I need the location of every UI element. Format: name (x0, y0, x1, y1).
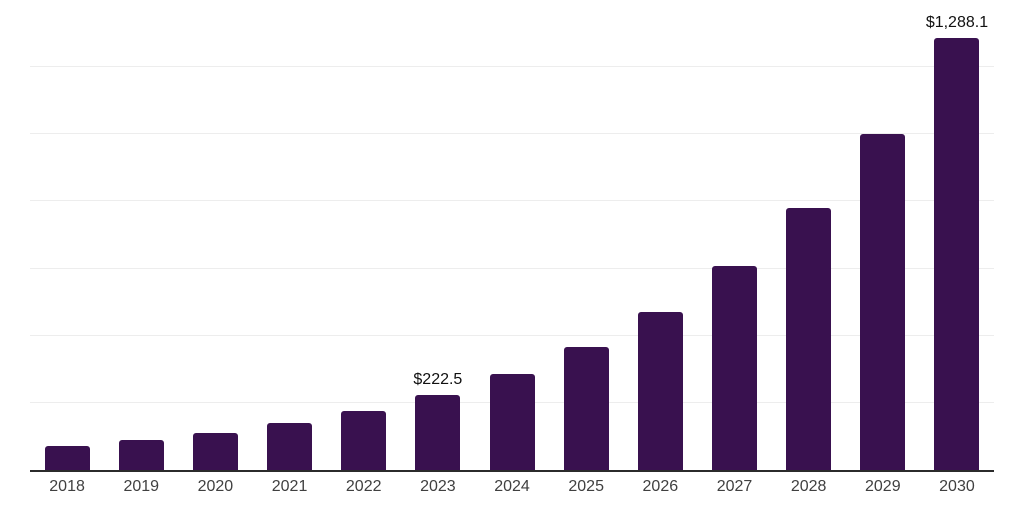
bar-slot (697, 0, 771, 470)
bar-2024 (489, 374, 535, 470)
bar-2029 (860, 133, 906, 470)
x-axis: 2018 2019 2020 2021 2022 2023 2024 2025 2026 2027… (30, 478, 994, 496)
bar-2020 (192, 432, 238, 470)
bar-2023 (415, 395, 461, 470)
bar-slot (327, 0, 401, 470)
bar-slot (623, 0, 697, 470)
gridline (30, 267, 994, 269)
gridline (30, 200, 994, 202)
bar-value-label-2023: $222.5 (413, 371, 463, 389)
bar-slot (178, 0, 252, 470)
x-axis-label-2022: 2022 (345, 478, 382, 495)
bar-value-label-2030: $1,288.1 (925, 13, 989, 31)
bar-slot (104, 0, 178, 470)
bar-2018 (44, 446, 90, 470)
bar-slot (252, 0, 326, 470)
bar-2026 (637, 311, 683, 470)
bar-2025 (563, 346, 609, 470)
bar-slot (30, 0, 104, 470)
bar-2030 (934, 37, 980, 470)
bar-2022 (341, 410, 387, 470)
bar-slot: $222.5 (401, 0, 475, 470)
x-axis-label-2029: 2029 (865, 478, 901, 495)
bar-slot (475, 0, 549, 470)
gridline (30, 66, 994, 68)
gridline (30, 334, 994, 336)
x-axis-label-2026: 2026 (642, 478, 679, 495)
bar-slot (846, 0, 920, 470)
bar-2027 (711, 266, 757, 470)
x-axis-label-2021: 2021 (271, 478, 308, 495)
x-axis-label-2020: 2020 (197, 478, 234, 495)
gridline (30, 133, 994, 135)
x-axis-label-2018: 2018 (49, 478, 85, 495)
bar-2019 (118, 440, 164, 470)
bar-slot: $1,288.1 (920, 0, 994, 470)
bar-slot (772, 0, 846, 470)
bars-row: $222.5 $1,288.1 (30, 0, 994, 470)
x-axis-label-2030: 2030 (939, 478, 975, 495)
bar-slot (549, 0, 623, 470)
x-axis-label-2028: 2028 (790, 478, 827, 495)
bar-2028 (786, 208, 832, 470)
x-axis-label-2023: 2023 (420, 478, 456, 495)
x-axis-label-2024: 2024 (494, 478, 530, 495)
bar-2021 (267, 422, 313, 470)
plot-area: $222.5 $1,288.1 (30, 0, 994, 472)
x-axis-label-2027: 2027 (716, 478, 753, 495)
x-axis-label-2019: 2019 (123, 478, 160, 495)
x-axis-label-2025: 2025 (568, 478, 604, 495)
